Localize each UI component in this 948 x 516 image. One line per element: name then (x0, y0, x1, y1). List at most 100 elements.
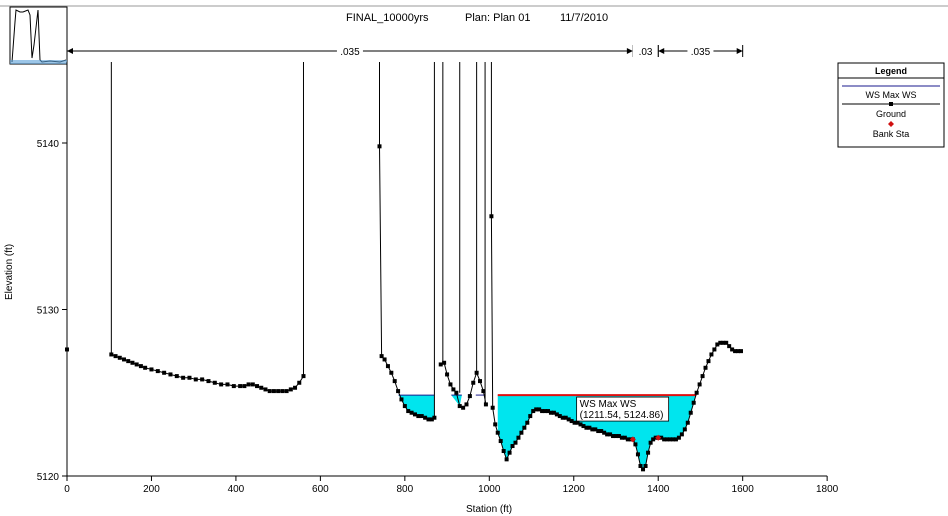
ground-point-4-46 (622, 435, 627, 440)
legend-bank-marker (888, 121, 894, 127)
ground-point-4-66 (676, 435, 681, 440)
ground-point-4-74 (700, 374, 705, 379)
ground-point-1-36 (293, 385, 298, 390)
ground-point-2-4 (389, 370, 394, 375)
ground-point-4-19 (543, 409, 548, 414)
tooltip-box (576, 396, 670, 422)
bank-layer (629, 434, 662, 443)
ground-point-1-5 (130, 360, 135, 365)
overview-thumbnail[interactable] (9, 6, 68, 65)
ground-point-4-84 (730, 347, 735, 352)
ground-point-4-31 (578, 422, 583, 427)
ground-point-4-14 (528, 414, 533, 419)
ground-point-3-7 (461, 405, 466, 410)
ground-point-1-33 (280, 389, 285, 394)
ground-point-4-50 (633, 442, 638, 447)
ground-point-3-13 (481, 389, 486, 394)
ground-point-3-14 (483, 402, 488, 407)
ground-point-4-55 (646, 450, 651, 455)
ground-point-3-11 (474, 370, 479, 375)
bank-station-1 (655, 434, 662, 441)
ground-point-1-19 (212, 380, 217, 385)
ground-point-4-87 (738, 349, 743, 354)
ground-point-4-8 (510, 444, 515, 449)
chart-title-date: 11/7/2010 (560, 12, 608, 24)
ground-point-4-28 (569, 419, 574, 424)
ground-point-3-8 (464, 402, 469, 407)
x-tick-label-8: 1600 (732, 484, 755, 495)
manning-label-bg-2 (687, 45, 714, 57)
ground-point-1-10 (155, 369, 160, 374)
ground-point-4-4 (498, 439, 503, 444)
legend-item-ws: WS Max WS (866, 90, 917, 100)
ground-point-4-30 (575, 420, 580, 425)
ground-point-1-15 (187, 375, 192, 380)
ground-point-1-31 (271, 389, 276, 394)
ground-point-4-43 (613, 434, 618, 439)
ground-point-4-70 (688, 410, 693, 415)
ground-point-4-62 (665, 437, 670, 442)
ground-point-4-44 (616, 434, 621, 439)
ground-point-4-17 (537, 407, 542, 412)
ground-point-4-29 (572, 420, 577, 425)
manning-arrow-right-2 (736, 48, 743, 54)
ground-point-3-6 (457, 404, 462, 409)
ground-point-1-9 (149, 367, 154, 372)
ground-point-1-13 (174, 374, 179, 379)
ground-point-1-22 (231, 384, 236, 389)
legend-title: Legend (875, 66, 907, 76)
ground-point-1-26 (250, 382, 255, 387)
y-tick-label-2: 5140 (37, 139, 60, 150)
x-tick-label-7: 1400 (647, 484, 670, 495)
ground-point-4-40 (605, 432, 610, 437)
ground-point-4-56 (648, 440, 653, 445)
ground-point-2-6 (396, 389, 401, 394)
ground-point-4-27 (566, 417, 571, 422)
legend-item-ground: Ground (876, 109, 906, 119)
ground-point-3-2 (445, 372, 450, 377)
ground-point-4-33 (584, 425, 589, 430)
chart-title-plan-name: FINAL_10000yrs (346, 12, 429, 24)
ground-point-4-79 (715, 342, 720, 347)
ground-point-4-21 (548, 410, 553, 415)
x-tick-label-0: 0 (64, 484, 70, 495)
x-tick-label-6: 1200 (563, 484, 586, 495)
ground-point-4-20 (545, 409, 550, 414)
ground-point-4-12 (522, 425, 527, 430)
water-area-0 (398, 395, 435, 420)
manning-arrow-left-0 (67, 48, 73, 54)
ground-point-2-13 (419, 414, 424, 419)
ground-point-4-10 (516, 435, 521, 440)
ground-point-1-37 (297, 380, 302, 385)
ground-point-4-53 (641, 467, 646, 472)
manning-label-1: .03 (639, 47, 653, 58)
ground-point-4-52 (638, 464, 643, 469)
ground-point-4-18 (540, 409, 545, 414)
ground-point-4-38 (599, 429, 604, 434)
ground-point-4-72 (694, 390, 699, 395)
ground-point-1-29 (263, 387, 268, 392)
ground-point-1-25 (246, 382, 251, 387)
ground-point-4-26 (563, 415, 568, 420)
ground-point-4-11 (519, 430, 524, 435)
legend-ground-marker (889, 102, 893, 106)
legend-item-bank: Bank Sta (873, 129, 910, 139)
ground-point-4-13 (525, 420, 530, 425)
ground-point-4-85 (733, 349, 738, 354)
ground-point-4-41 (608, 432, 613, 437)
ground-point-1-27 (255, 384, 260, 389)
manning-label-bg-1 (632, 45, 659, 57)
chart-title-plan-label: Plan: Plan 01 (465, 12, 530, 24)
x-tick-label-4: 800 (396, 484, 413, 495)
ground-point-4-6 (504, 457, 509, 462)
ground-point-2-17 (432, 415, 437, 420)
ground-point-4-77 (709, 352, 714, 357)
x-tick-label-1: 200 (143, 484, 160, 495)
manning-arrow-left-2 (658, 48, 665, 54)
ground-layer (65, 144, 743, 472)
ground-point-4-23 (554, 412, 559, 417)
manning-label-0: .035 (340, 47, 360, 58)
x-tick-label-2: 400 (228, 484, 245, 495)
ground-point-2-10 (409, 410, 414, 415)
x-tick-label-5: 1000 (478, 484, 501, 495)
